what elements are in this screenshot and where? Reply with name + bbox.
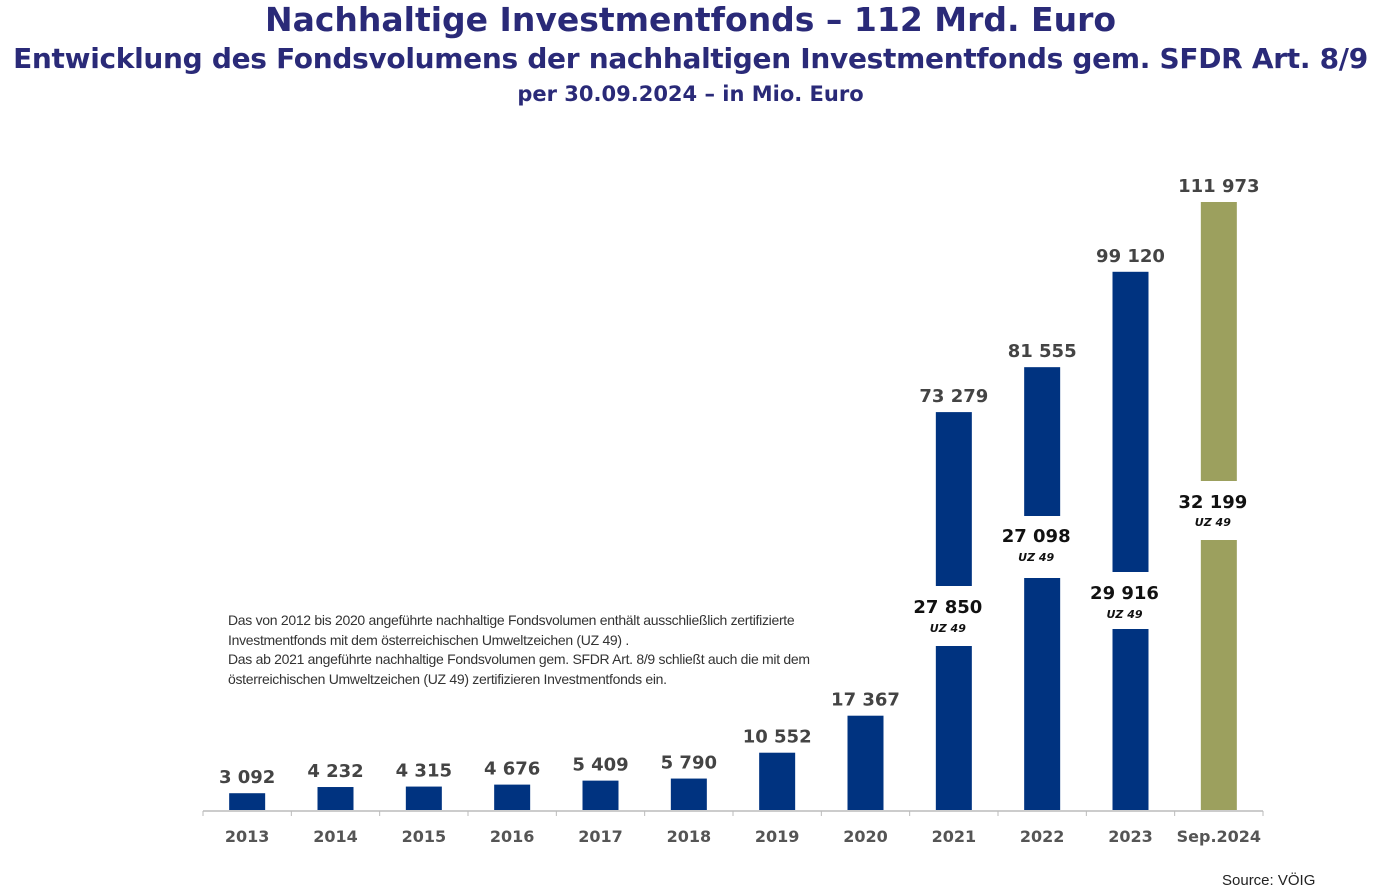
- bar: [847, 715, 884, 810]
- x-tick-label: 2018: [667, 827, 712, 846]
- bar-value-label: 4 232: [307, 761, 363, 782]
- bar: [317, 787, 354, 810]
- x-tick-label: 2013: [225, 827, 270, 846]
- uz49-value-label: 29 916: [1090, 583, 1159, 604]
- bar-value-label: 5 790: [661, 753, 717, 774]
- chart-note: Das von 2012 bis 2020 angeführte nachhal…: [228, 611, 810, 689]
- x-tick-label: 2016: [490, 827, 535, 846]
- x-tick-label: 2020: [843, 827, 888, 846]
- chart-subtitle-date: per 30.09.2024 – in Mio. Euro: [517, 82, 864, 106]
- bar-value-label: 4 676: [484, 759, 540, 780]
- uz49-value-label: 32 199: [1178, 492, 1247, 513]
- bar: [229, 793, 266, 810]
- bar-upper: [935, 412, 972, 586]
- note-line: Das ab 2021 angeführte nachhaltige Fonds…: [228, 651, 810, 667]
- bar-lower: [1200, 540, 1237, 810]
- x-tick-label: 2017: [578, 827, 623, 846]
- uz49-value-label: 27 098: [1002, 526, 1071, 547]
- x-tick-label: 2014: [313, 827, 358, 846]
- bar-value-label: 3 092: [219, 767, 275, 788]
- x-tick-label: 2022: [1020, 827, 1065, 846]
- note-line: Das von 2012 bis 2020 angeführte nachhal…: [228, 612, 795, 628]
- bar-lower: [1112, 629, 1149, 810]
- bar-lower: [1024, 578, 1061, 810]
- uz49-value-label: 27 850: [913, 597, 982, 618]
- bar: [494, 784, 531, 810]
- x-tick-label: 2023: [1108, 827, 1153, 846]
- uz49-tag: UZ 49: [930, 622, 966, 635]
- uz49-tag: UZ 49: [1018, 551, 1054, 564]
- bar-value-label: 111 973: [1178, 176, 1259, 197]
- bar-value-label: 5 409: [572, 755, 628, 776]
- bar: [405, 786, 442, 810]
- bar-value-label: 81 555: [1008, 341, 1077, 362]
- x-tick-label: 2021: [932, 827, 977, 846]
- bar-lower: [935, 646, 972, 810]
- bar-value-label: 10 552: [743, 727, 812, 748]
- bar-upper: [1200, 202, 1237, 481]
- x-tick-label: 2015: [402, 827, 447, 846]
- x-tick-label: Sep.2024: [1177, 827, 1261, 846]
- bar: [759, 752, 796, 810]
- chart-subtitle: Entwicklung des Fondsvolumens der nachha…: [13, 42, 1368, 75]
- x-tick-label: 2019: [755, 827, 800, 846]
- bar: [670, 778, 707, 810]
- bar-value-label: 73 279: [919, 386, 988, 407]
- note-line: österreichischen Umweltzeichen (UZ 49) z…: [228, 670, 667, 687]
- bar-value-label: 17 367: [831, 690, 900, 711]
- bar-value-label: 99 120: [1096, 246, 1165, 267]
- bar-upper: [1112, 271, 1149, 572]
- bar-value-label: 4 315: [396, 761, 452, 782]
- bar: [582, 780, 619, 810]
- chart-title: Nachhaltige Investmentfonds – 112 Mrd. E…: [264, 0, 1117, 39]
- bar-upper: [1024, 367, 1061, 516]
- uz49-tag: UZ 49: [1106, 608, 1142, 621]
- uz49-tag: UZ 49: [1195, 516, 1231, 529]
- note-line: Investmentfonds mit dem österreichischen…: [228, 631, 629, 648]
- source-label: Source: VÖIG: [1222, 872, 1316, 889]
